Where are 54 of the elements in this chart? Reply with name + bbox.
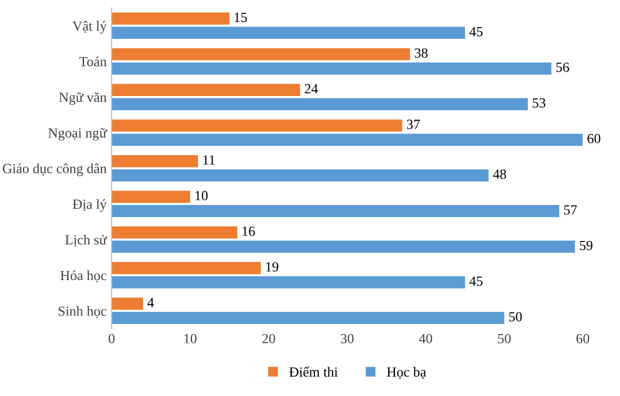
data-label: 53	[532, 98, 546, 108]
y-tick-label: Ngữ văn	[59, 92, 107, 105]
bar	[112, 298, 144, 310]
data-label: 10	[196, 190, 208, 200]
data-label: 16	[242, 226, 255, 236]
data-label: 48	[493, 170, 506, 179]
x-tick-label: 30	[340, 334, 354, 344]
legend-label: Điểm thi	[289, 366, 338, 377]
bar	[112, 312, 504, 324]
data-label: 38	[414, 48, 428, 58]
data-label: 4	[147, 298, 154, 308]
x-tick-label: 50	[498, 334, 511, 344]
bar	[112, 169, 489, 182]
bar	[112, 84, 300, 96]
data-label: 37	[407, 120, 420, 130]
y-tick-label: Sinh học	[58, 306, 106, 318]
data-label: 59	[580, 240, 592, 250]
bar	[112, 262, 261, 274]
x-tick-label: 20	[262, 334, 276, 344]
legend-label: Học bạ	[386, 366, 426, 379]
bar	[112, 48, 410, 60]
data-label: 60	[588, 134, 600, 144]
bar	[112, 98, 528, 110]
bar	[112, 226, 238, 239]
data-label: 56	[556, 62, 570, 72]
data-label: 50	[509, 312, 522, 322]
y-tick-label: Ngoại ngữ	[48, 128, 108, 140]
data-label: 15	[234, 12, 247, 22]
bar	[112, 119, 402, 132]
y-tick-label: Lịch sử	[65, 234, 108, 247]
bar	[112, 205, 560, 218]
y-tick-label: Vật lý	[72, 20, 107, 34]
bar	[112, 155, 198, 168]
data-label: 45	[469, 276, 483, 286]
data-label: 45	[469, 27, 483, 36]
y-tick-label: Giáo dục công dân	[2, 163, 107, 176]
data-label: 11	[203, 155, 215, 165]
bar	[112, 190, 190, 203]
data-label: 24	[304, 84, 318, 94]
bar	[112, 240, 575, 253]
bar	[112, 12, 230, 25]
y-tick-label: Địa lý	[72, 199, 107, 212]
x-tick-label: 10	[184, 334, 197, 344]
x-tick-label: 0	[108, 334, 115, 344]
x-tick-label: 60	[576, 334, 590, 344]
data-label: 19	[266, 262, 278, 272]
bar	[112, 276, 465, 288]
bar	[112, 26, 465, 39]
data-label: 57	[564, 205, 577, 215]
y-tick-label: Hóa học	[60, 270, 106, 282]
bar	[112, 134, 583, 146]
x-tick-label: 40	[419, 334, 432, 344]
y-tick-label: Toán	[79, 56, 107, 66]
bar	[112, 62, 552, 75]
